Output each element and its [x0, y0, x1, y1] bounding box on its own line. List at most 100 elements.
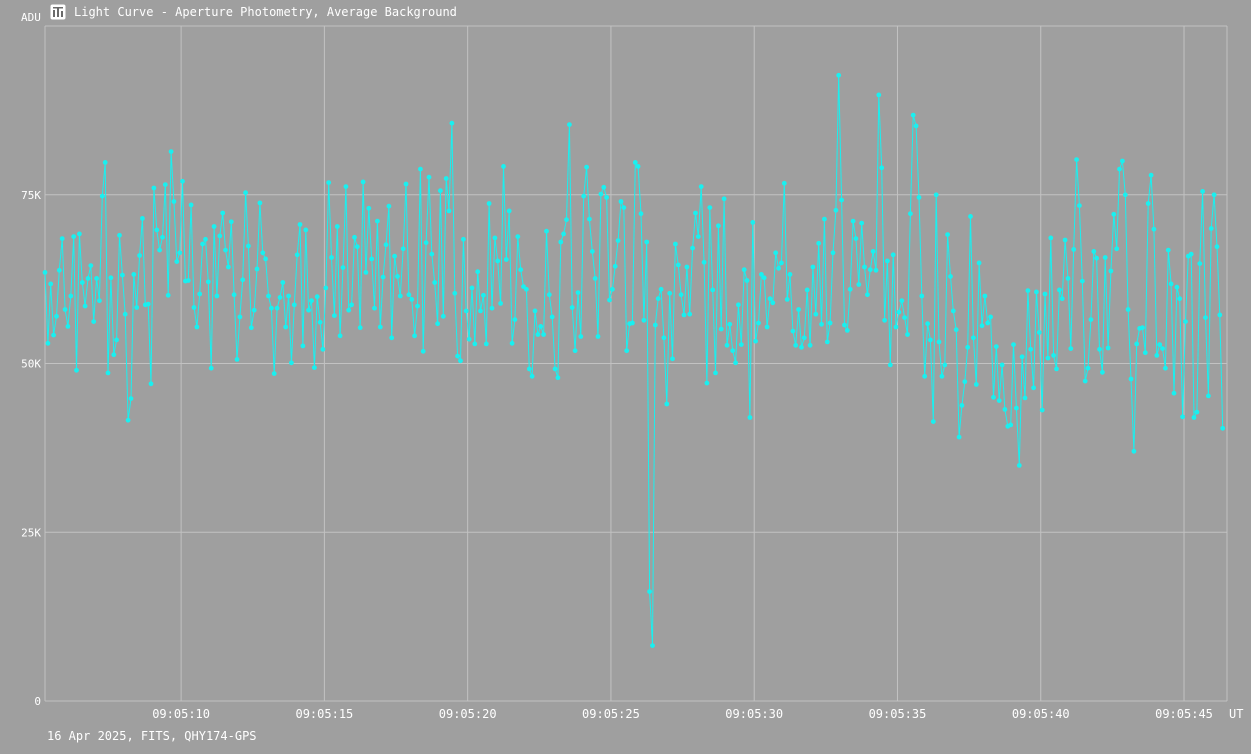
data-point — [117, 232, 122, 238]
data-point — [409, 297, 415, 302]
data-point — [82, 303, 88, 309]
data-point — [397, 293, 403, 299]
data-point — [770, 300, 776, 306]
data-point — [486, 201, 492, 206]
data-point — [512, 317, 518, 322]
data-point — [475, 269, 481, 275]
data-point — [294, 252, 300, 258]
data-point — [1054, 366, 1059, 372]
data-point — [128, 396, 134, 401]
data-point — [824, 339, 830, 345]
data-point — [137, 253, 143, 258]
data-point — [813, 311, 819, 317]
data-point — [1019, 354, 1025, 360]
data-point — [581, 193, 587, 199]
data-point — [842, 322, 847, 328]
data-point — [572, 348, 578, 354]
data-point — [363, 270, 369, 275]
data-point — [306, 307, 311, 313]
data-point — [902, 315, 907, 320]
data-point — [395, 274, 400, 279]
data-point — [380, 274, 386, 280]
data-point — [94, 276, 99, 281]
data-point — [498, 301, 503, 306]
data-point — [1062, 237, 1068, 243]
data-point — [515, 234, 521, 240]
data-point — [584, 164, 589, 170]
data-point — [890, 252, 896, 258]
data-point — [134, 305, 140, 310]
data-point — [314, 294, 320, 300]
data-point — [635, 164, 641, 169]
data-point — [469, 285, 475, 291]
data-point — [592, 276, 598, 281]
data-point — [438, 188, 443, 194]
data-point — [489, 305, 495, 311]
data-point — [684, 264, 690, 270]
data-point — [1220, 425, 1226, 431]
data-point — [503, 257, 509, 262]
data-point — [162, 182, 168, 188]
data-point — [610, 286, 615, 292]
data-point — [346, 307, 352, 313]
data-point — [214, 293, 220, 299]
data-point — [1074, 157, 1079, 163]
data-point — [332, 313, 337, 318]
data-point — [389, 335, 395, 341]
data-point — [893, 324, 899, 330]
data-point — [1140, 325, 1145, 331]
data-point — [882, 317, 887, 323]
data-point — [412, 333, 417, 339]
data-point — [1082, 378, 1088, 384]
data-point — [701, 259, 707, 265]
data-point — [160, 234, 165, 240]
data-point — [97, 298, 102, 304]
data-point — [885, 258, 890, 264]
data-point — [501, 164, 506, 169]
data-point — [1079, 278, 1085, 284]
data-point — [1016, 463, 1022, 468]
data-point — [779, 260, 784, 266]
data-point — [879, 165, 885, 171]
data-point — [165, 292, 171, 298]
data-point — [993, 344, 999, 349]
data-point — [933, 192, 939, 198]
x-tick-label: 09:05:45 — [1155, 707, 1213, 721]
data-point — [461, 236, 466, 242]
data-point — [675, 262, 681, 268]
chart-icon[interactable] — [50, 4, 66, 20]
data-point — [354, 244, 360, 250]
data-point — [357, 325, 363, 331]
data-point — [1171, 390, 1177, 396]
data-point — [638, 211, 644, 217]
data-point — [971, 335, 976, 341]
data-point — [615, 238, 621, 244]
data-point — [670, 356, 675, 362]
data-point — [435, 321, 440, 327]
x-tick-label: 09:05:40 — [1012, 707, 1070, 721]
data-point — [458, 358, 463, 364]
data-point — [1039, 407, 1045, 413]
data-point — [452, 290, 458, 296]
data-point — [74, 367, 79, 373]
data-point — [799, 344, 804, 350]
y-tick-label: 50K — [21, 358, 41, 371]
data-point — [174, 259, 180, 264]
data-point — [942, 362, 948, 368]
data-point — [598, 191, 604, 197]
data-point — [710, 287, 716, 293]
data-point — [1211, 192, 1217, 198]
data-point — [203, 236, 208, 242]
data-point — [1165, 247, 1171, 253]
data-point — [767, 296, 773, 302]
data-point — [177, 250, 183, 256]
data-point — [1002, 407, 1008, 412]
data-point — [930, 419, 936, 424]
data-point — [483, 341, 489, 347]
data-point — [392, 253, 397, 259]
data-point — [1200, 189, 1205, 194]
data-point — [836, 72, 842, 78]
data-point — [713, 370, 718, 376]
data-point — [492, 235, 498, 241]
data-point — [366, 205, 372, 211]
